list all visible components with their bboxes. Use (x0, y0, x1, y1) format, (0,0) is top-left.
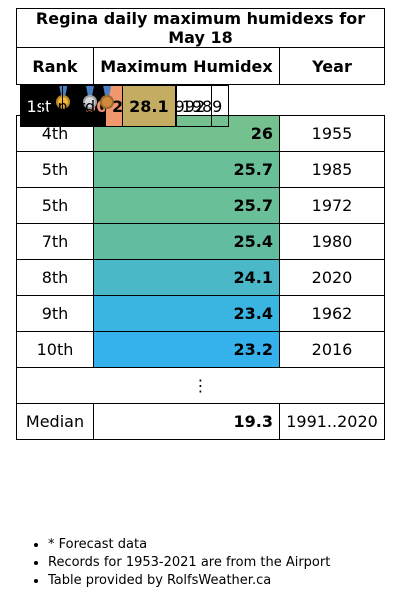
rank-cell: 8th (16, 259, 94, 296)
year-cell: 1985 (278, 151, 386, 188)
rank-cell: 7th (16, 223, 94, 260)
value-cell: 25.4 (93, 223, 280, 260)
table-row: 9th 23.4 1962 (16, 295, 386, 332)
year-cell: 1980 (278, 223, 386, 260)
table-row: 3rd 28.1 1989 (61, 85, 230, 127)
notes-list: * Forecast data Records for 1953-2021 ar… (18, 536, 330, 590)
year-cell: 1962 (278, 295, 386, 332)
bronze-medal-icon (98, 86, 116, 110)
median-value: 19.3 (93, 403, 280, 440)
year-cell: 1955 (278, 115, 386, 152)
value-cell: 25.7 (93, 187, 280, 224)
value-cell: 28.1 (122, 85, 176, 127)
year-cell: 2020 (278, 259, 386, 296)
rank-label: 3rd (68, 97, 96, 116)
ellipsis-row: ⋮ (15, 367, 386, 404)
header-row: Rank Maximum Humidex Year (16, 47, 386, 85)
median-row: Median 19.3 1991..2020 (16, 403, 386, 440)
table-row: 7th 25.4 1980 (16, 223, 386, 260)
value-cell: 24.1 (93, 259, 280, 296)
table-row: 5th 25.7 1985 (16, 151, 386, 188)
value-cell: 23.4 (93, 295, 280, 332)
year-cell: 1972 (278, 187, 386, 224)
table-row: 5th 25.7 1972 (16, 187, 386, 224)
value-cell: 25.7 (93, 151, 280, 188)
median-period: 1991..2020 (278, 403, 386, 440)
rank-cell: 3rd (61, 85, 124, 127)
rank-cell: 5th (16, 151, 94, 188)
median-label: Median (16, 403, 94, 440)
humidex-table: Regina daily maximum humidexs for May 18… (15, 8, 386, 440)
value-cell: 23.2 (93, 331, 280, 368)
title-row: Regina daily maximum humidexs for May 18 (15, 8, 386, 48)
rank-header: Rank (16, 47, 94, 85)
year-cell: 2016 (278, 331, 386, 368)
table-title: Regina daily maximum humidexs for May 18 (15, 8, 386, 48)
table-row: 10th 23.2 2016 (16, 331, 386, 368)
note-item: Records for 1953-2021 are from the Airpo… (48, 554, 330, 572)
rank-cell: 9th (16, 295, 94, 332)
rank-cell: 10th (16, 331, 94, 368)
more-rows-ellipsis: ⋮ (15, 367, 386, 404)
year-cell: 1989 (174, 85, 230, 127)
table-row: 8th 24.1 2020 (16, 259, 386, 296)
table-row: 1st 30* 2021 (19, 85, 177, 127)
table-row: 2nd 29.8 1992 (40, 85, 213, 127)
note-item: Table provided by RolfsWeather.ca (48, 572, 330, 590)
note-item: * Forecast data (48, 536, 330, 554)
year-header: Year (278, 47, 386, 85)
rank-cell: 5th (16, 187, 94, 224)
value-header: Maximum Humidex (93, 47, 280, 85)
